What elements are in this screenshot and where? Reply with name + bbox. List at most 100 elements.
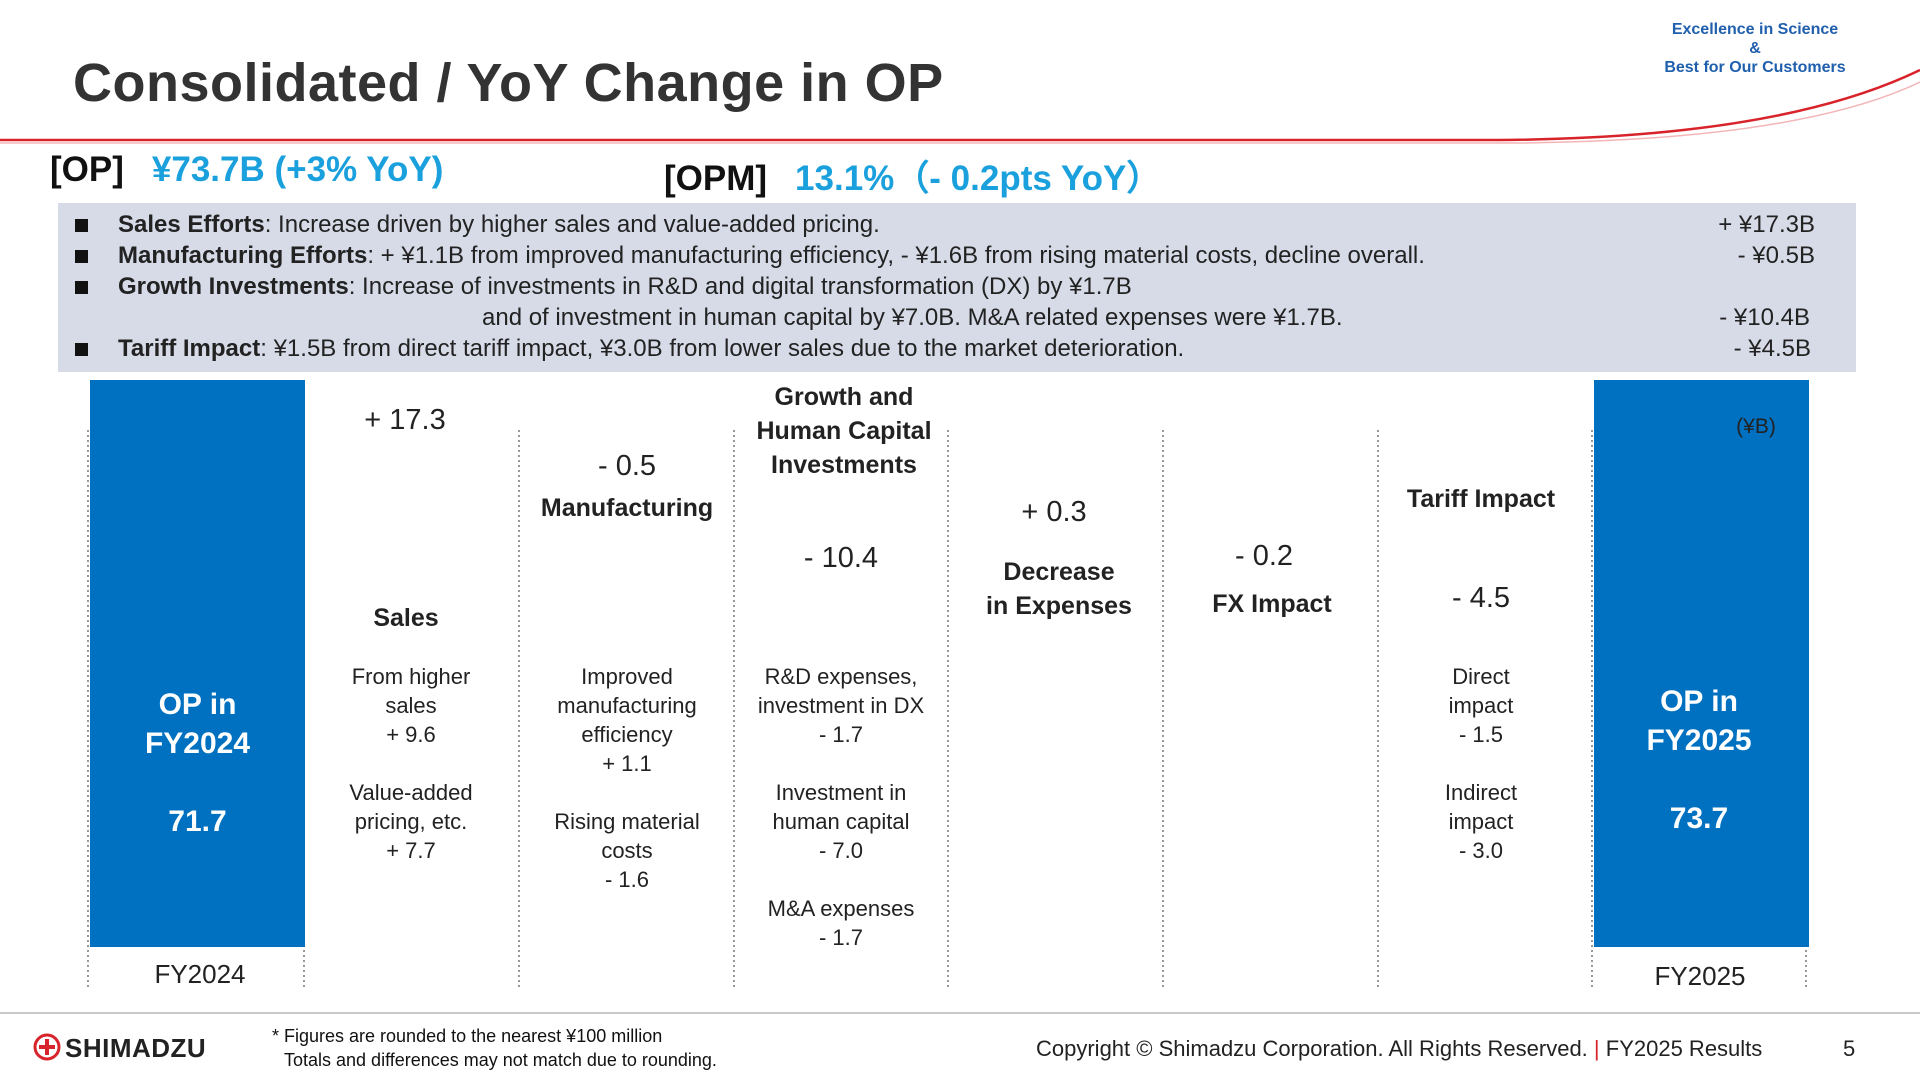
bullet-manufacturing: Manufacturing Efforts: + ¥1.1B from impr…	[58, 240, 1856, 271]
detail-line: M&A expenses	[767, 896, 915, 921]
detail-line: sales	[385, 693, 437, 718]
op-label: [OP]	[50, 150, 124, 189]
bullet-square-icon	[75, 250, 88, 263]
value-label-fx: - 0.2	[1234, 540, 1294, 572]
footnote: * Figures are rounded to the nearest ¥10…	[272, 1024, 717, 1072]
category-label-tariff: Tariff Impact	[1406, 485, 1556, 513]
detail-line: Direct	[1452, 664, 1510, 689]
total-bar-value: 71.7	[168, 805, 227, 838]
detail-line: - 1.7	[818, 925, 864, 950]
detail-line: manufacturing	[557, 693, 697, 718]
bullet-title: Growth Investments	[118, 273, 349, 300]
bullet-growth-continued: and of investment in human capital by ¥7…	[58, 302, 1856, 333]
opm-value: 13.1%（- 0.2pts YoY）	[795, 159, 1162, 198]
bullet-tariff: Tariff Impact: ¥1.5B from direct tariff …	[58, 333, 1856, 364]
detail-line: impact	[1448, 693, 1514, 718]
category-label-line: Decrease	[1003, 558, 1115, 586]
detail-line: + 7.7	[386, 838, 436, 863]
category-label-line: Investments	[771, 451, 917, 479]
detail-line: Rising material	[554, 809, 700, 834]
category-label-fx: FX Impact	[1212, 590, 1332, 618]
footer-divider	[0, 1012, 1920, 1014]
detail-line: - 1.5	[1458, 722, 1504, 747]
category-label-sales: Sales	[373, 604, 439, 632]
op-summary: [OP] ¥73.7B (+3% YoY)	[50, 150, 443, 190]
page-number: 5	[1843, 1036, 1856, 1061]
bullet-amount: - ¥10.4B	[1719, 304, 1810, 331]
op-value: ¥73.7B (+3% YoY)	[151, 150, 444, 189]
detail-manufacturing: Improved manufacturing efficiency + 1.1 …	[517, 662, 737, 894]
bullet-amount: + ¥17.3B	[1718, 211, 1815, 238]
shimadzu-logo-icon	[33, 1033, 61, 1061]
detail-tariff: Direct impact - 1.5 Indirect impact - 3.…	[1381, 662, 1581, 865]
total-bar-title: FY2025	[1646, 724, 1752, 757]
bar-op-in-fy2024	[90, 380, 305, 948]
copyright-text: Copyright © Shimadzu Corporation. All Ri…	[1036, 1036, 1588, 1061]
page-title: Consolidated / YoY Change in OP	[73, 53, 944, 113]
bullet-title: Manufacturing Efforts	[118, 242, 368, 269]
detail-line: From higher	[351, 664, 471, 689]
footnote-line1: * Figures are rounded to the nearest ¥10…	[272, 1026, 663, 1046]
bullet-sales: Sales Efforts: Increase driven by higher…	[58, 209, 1856, 240]
category-label-line: Growth and	[774, 383, 914, 411]
detail-sales: From higher sales + 9.6 Value-added pric…	[306, 662, 516, 865]
total-bar-label-fy2025: OP in FY2025 73.7	[1592, 682, 1806, 838]
detail-line: + 9.6	[386, 722, 436, 747]
tagline: Excellence in Science & Best for Our Cus…	[1635, 20, 1875, 77]
bullet-title: Tariff Impact	[118, 335, 261, 362]
value-label-tariff: - 4.5	[1451, 582, 1511, 614]
category-label-expenses: Decrease in Expenses	[954, 555, 1164, 623]
category-label-line: in Expenses	[986, 592, 1132, 620]
total-bar-title: OP in	[158, 688, 237, 721]
opm-summary: [OPM] 13.1%（- 0.2pts YoY）	[664, 150, 1161, 201]
total-bar-value: 73.7	[1669, 802, 1729, 835]
waterfall-chart: (¥B) + 17.3 - 0.5 - 10.4 + 0.3 - 0.2 - 4…	[0, 380, 1920, 1000]
value-label-sales: + 17.3	[364, 404, 446, 436]
value-label-expenses: + 0.3	[1021, 496, 1087, 528]
detail-line: impact	[1448, 809, 1514, 834]
bullet-box: Sales Efforts: Increase driven by higher…	[58, 203, 1856, 372]
copyright: Copyright © Shimadzu Corporation. All Ri…	[1036, 1036, 1762, 1062]
detail-line: + 1.1	[602, 751, 652, 776]
detail-line: Improved	[581, 664, 673, 689]
results-label: FY2025 Results	[1605, 1036, 1763, 1061]
category-label-growth: Growth and Human Capital Investments	[734, 380, 954, 482]
x-category-fy2024: FY2024	[154, 959, 246, 989]
bullet-text: : ¥1.5B from direct tariff impact, ¥3.0B…	[260, 335, 1185, 362]
total-bar-label-fy2024: OP in FY2024 71.7	[90, 685, 305, 841]
detail-line: - 1.7	[818, 722, 864, 747]
value-label-growth: - 10.4	[803, 542, 879, 574]
bullet-amount: - ¥4.5B	[1733, 335, 1811, 362]
tagline-line1: Excellence in Science	[1671, 21, 1839, 38]
detail-line: efficiency	[581, 722, 673, 747]
total-bar-title: FY2024	[144, 727, 251, 760]
detail-line: Value-added	[349, 780, 473, 805]
detail-line: - 3.0	[1458, 838, 1504, 863]
detail-line: - 7.0	[818, 838, 864, 863]
value-label-manufacturing: - 0.5	[597, 450, 657, 482]
bullet-text: : Increase driven by higher sales and va…	[264, 211, 880, 238]
detail-line: - 1.6	[604, 867, 650, 892]
detail-line: R&D expenses,	[764, 664, 918, 689]
footnote-line2: Totals and differences may not match due…	[284, 1050, 717, 1070]
unit-label: (¥B)	[1736, 415, 1776, 438]
bullet-square-icon	[75, 281, 88, 294]
detail-line: costs	[601, 838, 653, 863]
bullet-square-icon	[75, 343, 88, 356]
bullet-square-icon	[75, 219, 88, 232]
category-label-manufacturing: Manufacturing	[540, 494, 714, 522]
bullet-title: Sales Efforts	[118, 211, 265, 238]
bullet-amount: - ¥0.5B	[1737, 242, 1815, 269]
bullet-text: : + ¥1.1B from improved manufacturing ef…	[367, 242, 1425, 269]
detail-growth: R&D expenses, investment in DX - 1.7 Inv…	[731, 662, 951, 952]
tagline-line3: Best for Our Customers	[1664, 59, 1846, 76]
bullet-growth: Growth Investments: Increase of investme…	[58, 271, 1856, 302]
bullet-text: : Increase of investments in R&D and dig…	[348, 273, 1132, 300]
waterfall-chart-svg	[87, 380, 1809, 990]
category-label-line: Human Capital	[756, 417, 932, 445]
header-swoosh	[0, 68, 1920, 144]
detail-line: Investment in	[775, 780, 907, 805]
x-category-fy2025: FY2025	[1654, 961, 1746, 991]
tagline-line2: &	[1749, 40, 1761, 57]
total-bar-title: OP in	[1660, 685, 1738, 718]
